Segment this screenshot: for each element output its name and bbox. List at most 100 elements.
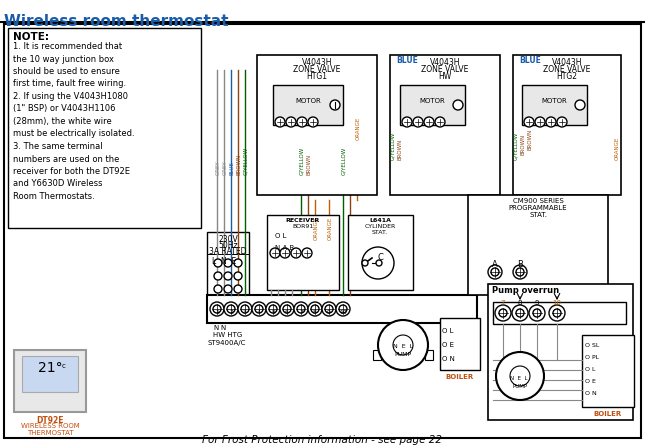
Text: BOILER: BOILER bbox=[594, 411, 622, 417]
Text: and Y6630D Wireless: and Y6630D Wireless bbox=[13, 180, 103, 189]
Bar bbox=[267, 215, 339, 290]
Text: ORANGE: ORANGE bbox=[355, 117, 361, 140]
Text: 3. The same terminal: 3. The same terminal bbox=[13, 142, 103, 151]
Circle shape bbox=[413, 117, 423, 127]
Text: Wireless room thermostat: Wireless room thermostat bbox=[4, 14, 228, 29]
Bar bbox=[400, 85, 465, 125]
Circle shape bbox=[294, 302, 308, 316]
Text: O E: O E bbox=[585, 379, 596, 384]
Circle shape bbox=[516, 268, 524, 276]
Text: N: N bbox=[213, 325, 218, 331]
Text: c: c bbox=[62, 363, 66, 369]
Circle shape bbox=[512, 305, 528, 321]
Circle shape bbox=[424, 117, 434, 127]
Text: G/YELLOW: G/YELLOW bbox=[244, 147, 248, 175]
Circle shape bbox=[252, 302, 266, 316]
Text: 2: 2 bbox=[229, 311, 233, 316]
Bar bbox=[273, 85, 343, 125]
Text: THERMOSTAT: THERMOSTAT bbox=[26, 430, 74, 436]
Text: 7: 7 bbox=[299, 311, 303, 316]
Bar bbox=[207, 295, 477, 323]
Text: BOILER: BOILER bbox=[446, 374, 474, 380]
Text: V4043H: V4043H bbox=[551, 58, 582, 67]
Text: 50Hz: 50Hz bbox=[218, 241, 238, 250]
Text: 10: 10 bbox=[339, 311, 347, 316]
Circle shape bbox=[491, 268, 499, 276]
Text: GREY: GREY bbox=[223, 160, 228, 175]
Text: receiver for both the DT92E: receiver for both the DT92E bbox=[13, 167, 130, 176]
Circle shape bbox=[210, 302, 224, 316]
Text: O L: O L bbox=[585, 367, 595, 372]
Circle shape bbox=[297, 305, 305, 313]
Text: G/YELLOW: G/YELLOW bbox=[341, 147, 346, 175]
Circle shape bbox=[311, 305, 319, 313]
Text: 6: 6 bbox=[285, 311, 289, 316]
Circle shape bbox=[234, 285, 242, 293]
Circle shape bbox=[224, 259, 232, 267]
Text: CYLINDER: CYLINDER bbox=[364, 224, 395, 229]
Text: 230V: 230V bbox=[218, 235, 238, 244]
Text: N  E  L: N E L bbox=[510, 375, 528, 380]
Circle shape bbox=[308, 302, 322, 316]
Circle shape bbox=[516, 309, 524, 317]
Circle shape bbox=[488, 265, 502, 279]
Circle shape bbox=[241, 305, 249, 313]
Circle shape bbox=[302, 248, 312, 258]
Text: BROWN: BROWN bbox=[528, 129, 533, 150]
Text: 7: 7 bbox=[501, 300, 505, 306]
Circle shape bbox=[513, 265, 527, 279]
Text: 1: 1 bbox=[215, 311, 219, 316]
Circle shape bbox=[227, 305, 235, 313]
Circle shape bbox=[280, 248, 290, 258]
Circle shape bbox=[495, 305, 511, 321]
Text: BLUE: BLUE bbox=[230, 161, 235, 175]
Circle shape bbox=[435, 117, 445, 127]
Bar bbox=[468, 195, 608, 295]
Circle shape bbox=[336, 302, 350, 316]
Text: HW: HW bbox=[439, 72, 451, 81]
Text: must be electrically isolated.: must be electrically isolated. bbox=[13, 130, 135, 139]
Circle shape bbox=[322, 302, 336, 316]
Text: 21°: 21° bbox=[37, 361, 63, 375]
Text: ORANGE: ORANGE bbox=[615, 137, 619, 160]
Bar bbox=[14, 350, 86, 412]
Bar bbox=[207, 232, 249, 300]
Text: L  N  E: L N E bbox=[212, 257, 236, 266]
Circle shape bbox=[378, 320, 428, 370]
Circle shape bbox=[291, 248, 301, 258]
Circle shape bbox=[393, 335, 413, 355]
Text: PUMP: PUMP bbox=[512, 384, 528, 388]
Circle shape bbox=[496, 352, 544, 400]
Text: 8: 8 bbox=[518, 300, 522, 306]
Circle shape bbox=[308, 117, 318, 127]
Circle shape bbox=[402, 117, 412, 127]
Text: numbers are used on the: numbers are used on the bbox=[13, 155, 119, 164]
Circle shape bbox=[269, 305, 277, 313]
Text: WIRELESS ROOM: WIRELESS ROOM bbox=[21, 423, 79, 429]
Circle shape bbox=[224, 285, 232, 293]
Text: O SL: O SL bbox=[585, 343, 599, 348]
Text: PUMP: PUMP bbox=[395, 353, 412, 358]
Circle shape bbox=[214, 272, 222, 280]
Text: MOTOR: MOTOR bbox=[295, 98, 321, 104]
Circle shape bbox=[533, 309, 541, 317]
Text: ZONE VALVE: ZONE VALVE bbox=[293, 65, 341, 74]
Text: 5: 5 bbox=[271, 311, 275, 316]
Text: 3: 3 bbox=[243, 311, 247, 316]
Circle shape bbox=[297, 117, 307, 127]
Circle shape bbox=[214, 259, 222, 267]
Circle shape bbox=[283, 305, 291, 313]
Text: MOTOR: MOTOR bbox=[541, 98, 567, 104]
Text: For Frost Protection information - see page 22: For Frost Protection information - see p… bbox=[202, 435, 442, 445]
Text: O PL: O PL bbox=[585, 355, 599, 360]
Circle shape bbox=[280, 302, 294, 316]
Text: STAT.: STAT. bbox=[529, 212, 547, 218]
Text: HW HTG: HW HTG bbox=[213, 332, 243, 338]
Text: PROGRAMMABLE: PROGRAMMABLE bbox=[509, 205, 568, 211]
Text: N  E  L: N E L bbox=[393, 345, 413, 350]
Circle shape bbox=[214, 285, 222, 293]
Text: 9: 9 bbox=[535, 300, 539, 306]
Text: N A B: N A B bbox=[275, 245, 294, 251]
Text: RECEIVER: RECEIVER bbox=[286, 218, 320, 223]
Circle shape bbox=[510, 366, 530, 386]
